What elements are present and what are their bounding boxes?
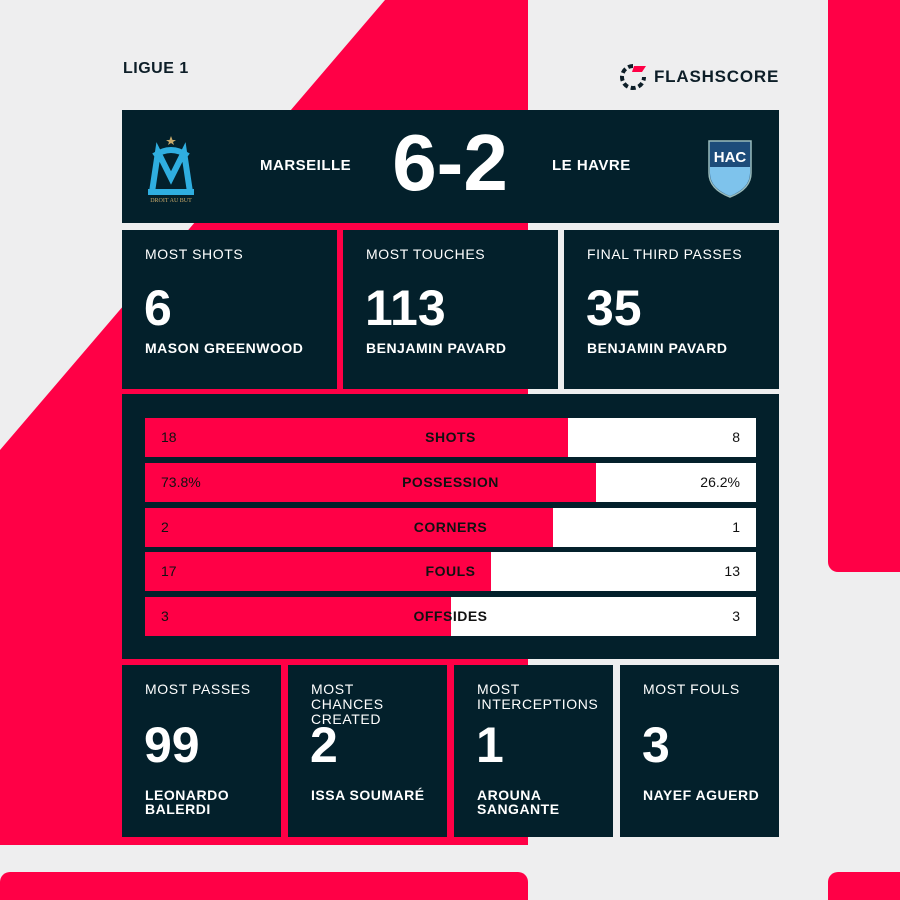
- leader-player: ISSA SOUMARÉ: [311, 787, 425, 803]
- brand-name: FLASHSCORE: [654, 67, 780, 86]
- leader-player: BENJAMIN PAVARD: [366, 340, 507, 356]
- stat-row-offsides: 3 OFFSIDES 3: [145, 597, 756, 637]
- leader-label: MOST CHANCES CREATED: [311, 681, 384, 727]
- stat-label: POSSESSION: [402, 473, 499, 490]
- stat-label: OFFSIDES: [413, 608, 488, 625]
- leader-card: MOST INTERCEPTIONS 1 AROUNA SANGANTE: [454, 665, 613, 837]
- league-name: LIGUE 1: [123, 60, 189, 77]
- stat-label: CORNERS: [413, 518, 488, 535]
- stat-label: FOULS: [425, 563, 476, 580]
- leader-label: MOST TOUCHES: [366, 246, 486, 262]
- leader-card: MOST CHANCES CREATED 2 ISSA SOUMARÉ: [288, 665, 447, 837]
- crest-text: HAC: [714, 149, 747, 166]
- leader-value: 6: [144, 280, 172, 336]
- leader-card: MOST SHOTS 6 MASON GREENWOOD: [122, 230, 337, 389]
- leader-card: MOST TOUCHES 113 BENJAMIN PAVARD: [343, 230, 558, 389]
- leader-value: 3: [642, 717, 670, 773]
- leader-player: MASON GREENWOOD: [145, 340, 304, 356]
- leader-card: MOST FOULS 3 NAYEF AGUERD: [620, 665, 779, 837]
- scoreboard: DROIT AU BUT MARSEILLE 6-2 LE HAVRE HAC: [122, 110, 779, 223]
- home-share-bar: [145, 552, 492, 592]
- away-value: 13: [724, 563, 740, 580]
- leader-card: FINAL THIRD PASSES 35 BENJAMIN PAVARD: [564, 230, 779, 389]
- leader-player: BENJAMIN PAVARD: [587, 340, 728, 356]
- stat-row-corners: 2 CORNERS 1: [145, 507, 756, 547]
- leader-label: MOST FOULS: [643, 681, 740, 697]
- leader-label: MOST PASSES: [145, 681, 251, 697]
- leader-value: 35: [586, 280, 642, 336]
- away-value: 26.2%: [700, 473, 740, 490]
- flashscore-logo: FLASHSCORE: [618, 62, 779, 92]
- home-value: 17: [161, 563, 177, 580]
- leader-value: 1: [476, 717, 504, 773]
- leader-value: 99: [144, 717, 200, 773]
- leader-label: MOST SHOTS: [145, 246, 244, 262]
- marseille-crest: DROIT AU BUT: [148, 136, 194, 204]
- home-share-bar: [145, 418, 568, 457]
- away-value: 8: [732, 429, 740, 445]
- away-value: 3: [732, 608, 740, 625]
- leader-label: MOST INTERCEPTIONS: [477, 681, 599, 712]
- home-value: 73.8%: [161, 473, 201, 490]
- leader-value: 2: [310, 717, 338, 773]
- stat-row-shots: 18 SHOTS 8: [145, 418, 756, 457]
- stat-row-possession: 73.8% POSSESSION 26.2%: [145, 462, 756, 502]
- leader-value: 113: [365, 280, 446, 336]
- crest-motto: DROIT AU BUT: [150, 198, 192, 204]
- leader-label: FINAL THIRD PASSES: [587, 246, 743, 262]
- away-value: 1: [732, 518, 740, 535]
- home-value: 18: [161, 429, 177, 445]
- stat-row-fouls: 17 FOULS 13: [145, 552, 756, 592]
- leader-player: NAYEF AGUERD: [643, 787, 760, 803]
- home-team: MARSEILLE: [260, 157, 352, 174]
- home-share-bar: [145, 462, 596, 502]
- home-share-bar: [145, 507, 553, 547]
- home-value: 3: [161, 608, 169, 625]
- home-share-bar: [145, 597, 451, 637]
- leader-card: MOST PASSES 99 LEONARDO BALERDI: [122, 665, 281, 837]
- home-value: 2: [161, 518, 169, 535]
- away-team: LE HAVRE: [552, 157, 631, 174]
- leader-player: LEONARDO BALERDI: [145, 787, 230, 817]
- flashscore-icon: [620, 64, 646, 90]
- stat-label: SHOTS: [425, 429, 476, 445]
- leader-player: AROUNA SANGANTE: [477, 787, 560, 817]
- le-havre-crest: HAC: [708, 140, 752, 198]
- score: 6-2: [392, 118, 508, 207]
